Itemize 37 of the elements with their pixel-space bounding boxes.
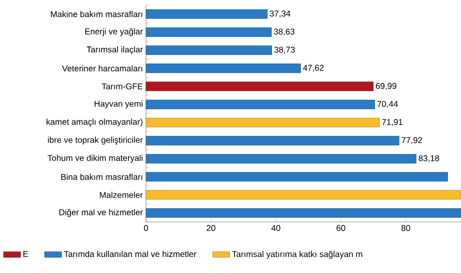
y-tick-label: Makine bakım masrafları (50, 10, 142, 18)
legend-label: Tarımda kullanılan mal ve hizmetler (64, 250, 196, 258)
x-tick-label: 0 (144, 225, 148, 232)
y-tick-label: Enerji ve yağlar (85, 28, 143, 36)
data-label: 37,34 (270, 10, 290, 18)
data-label: 38,63 (274, 28, 294, 36)
bar (146, 27, 272, 37)
data-label: 47,62 (303, 64, 324, 72)
bar (146, 154, 416, 164)
x-tick-label: 80 (401, 225, 410, 232)
data-label: 77,92 (402, 137, 422, 144)
bar (146, 64, 301, 73)
y-tick-label: Veteriner harcamaları (62, 65, 142, 72)
legend-label: Tarımsal yatırıma katkı sağlayan m (232, 250, 362, 259)
legend-label: E (23, 251, 28, 257)
bar (146, 190, 461, 200)
y-tick-label: Tohum ve dikim materyali (48, 154, 142, 163)
bar (146, 82, 374, 92)
x-tick-label: 60 (336, 225, 346, 232)
data-label: 38,73 (274, 46, 295, 54)
x-tick-label: 40 (271, 225, 280, 232)
data-label: 70,44 (377, 100, 398, 108)
data-label: 69,99 (376, 82, 396, 90)
y-tick-label: Malzemeler (100, 192, 143, 198)
bar (146, 46, 272, 55)
data-label: 71,91 (382, 119, 403, 126)
y-tick-label: Bina bakım masrafları (61, 174, 142, 180)
y-tick-label: Hayvan yemi (94, 100, 142, 108)
y-tick-label: ibre ve toprak geliştiriciler (48, 136, 143, 145)
y-tick-label: Diğer mal ve hizmetler (59, 208, 143, 217)
bar (146, 136, 400, 146)
x-tick-label: 20 (206, 225, 216, 232)
y-tick-label: Tarımsal ilaçlar (86, 46, 143, 54)
y-tick-label: Tarım-GFE (102, 83, 143, 90)
data-label: 83,18 (418, 155, 440, 162)
bar (146, 172, 448, 182)
y-tick-label: kamet amaçlı olmayanlar) (46, 118, 142, 127)
